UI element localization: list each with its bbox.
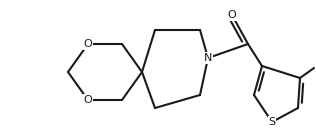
Text: O: O bbox=[84, 39, 92, 49]
Text: S: S bbox=[268, 117, 276, 127]
Text: N: N bbox=[204, 53, 212, 63]
Text: O: O bbox=[84, 95, 92, 105]
Text: O: O bbox=[228, 10, 236, 20]
